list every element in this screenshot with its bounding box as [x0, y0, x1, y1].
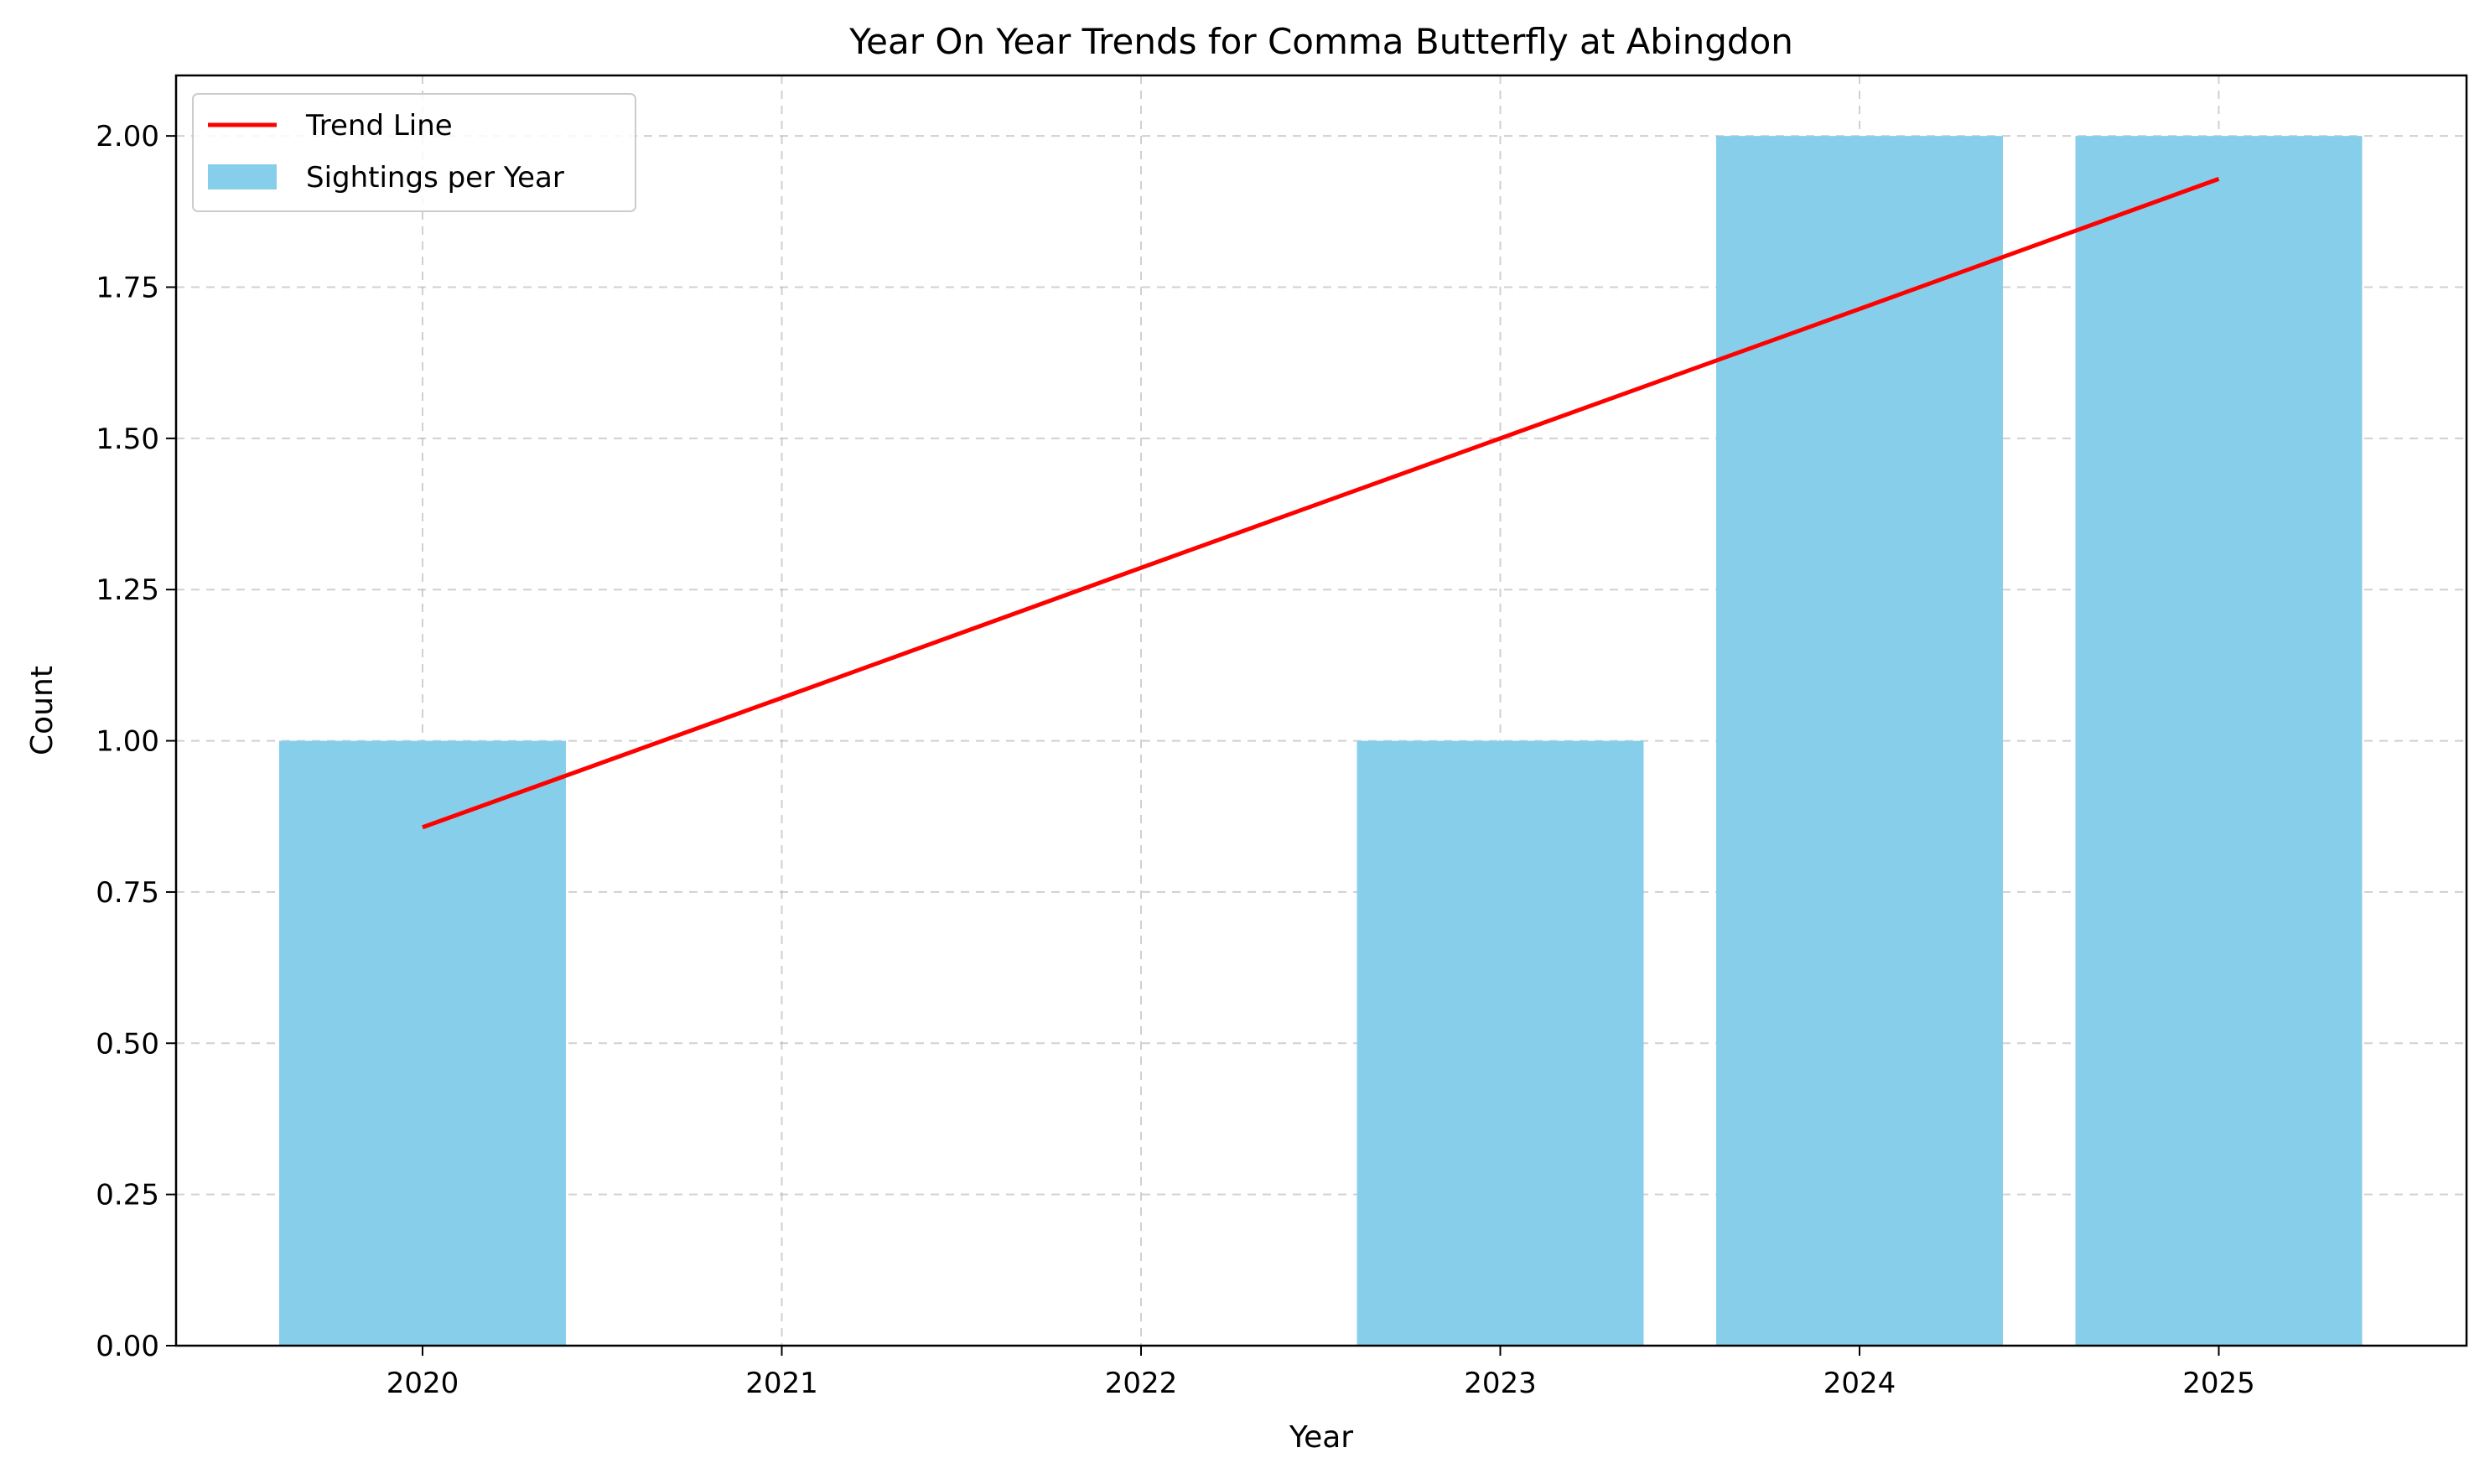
x-tick-label: 2023 — [1464, 1367, 1537, 1400]
bar-2023 — [1357, 740, 1644, 1346]
chart-title: Year On Year Trends for Comma Butterfly … — [848, 21, 1793, 62]
x-tick-label: 2021 — [745, 1367, 818, 1400]
y-tick-label: 0.00 — [96, 1330, 159, 1363]
y-tick-label: 1.50 — [96, 423, 159, 456]
y-tick-label: 0.25 — [96, 1179, 159, 1212]
bar-layer — [279, 136, 2363, 1346]
legend-trend-line-label: Trend Line — [305, 109, 453, 143]
legend-bar-label: Sightings per Year — [306, 161, 564, 195]
bar-2024 — [1716, 136, 2003, 1346]
y-tick-label: 0.75 — [96, 876, 159, 910]
line-layer — [422, 177, 2220, 830]
y-tick-label: 1.25 — [96, 573, 159, 607]
y-axis-label: Count — [25, 666, 60, 755]
x-axis-label: Year — [1289, 1420, 1353, 1455]
x-tick-label: 2022 — [1105, 1367, 1178, 1400]
x-tick-label: 2025 — [2182, 1367, 2255, 1400]
bar-2025 — [2075, 136, 2363, 1346]
plot-frame — [174, 74, 2468, 1347]
x-tick-label: 2024 — [1823, 1367, 1896, 1400]
legend: Trend Line Sightings per Year — [192, 93, 636, 212]
y-tick-label: 1.00 — [96, 725, 159, 759]
y-tick-label: 0.50 — [96, 1027, 159, 1061]
y-tick-label: 1.75 — [96, 272, 159, 305]
legend-bar-swatch — [208, 164, 277, 189]
x-tick-label: 2020 — [386, 1367, 459, 1400]
bar-2020 — [279, 740, 566, 1346]
y-tick-label: 2.00 — [96, 120, 159, 153]
legend-box — [192, 93, 636, 212]
trend-line — [422, 177, 2220, 830]
tick-layer: 0.00 0.25 0.50 0.75 1.00 1.25 1.50 1.75 2.00 2020… — [96, 120, 2254, 1400]
